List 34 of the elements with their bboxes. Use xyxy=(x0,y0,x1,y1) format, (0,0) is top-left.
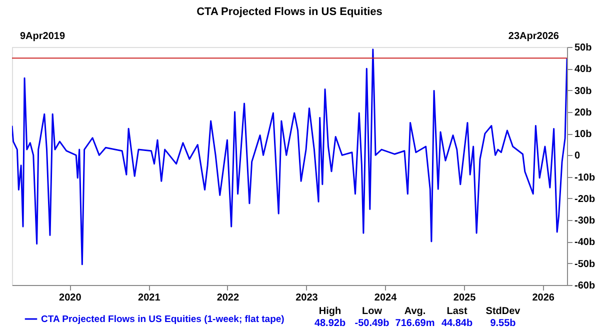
y-tick-label: 10b xyxy=(574,129,592,140)
y-tick-label: 20b xyxy=(574,107,592,118)
y-tick-label: -10b xyxy=(574,172,596,184)
x-tick-label: 2025 xyxy=(453,292,476,304)
y-tick-label: -50b xyxy=(574,258,596,270)
y-tick-label: -60b xyxy=(574,280,596,292)
text: 716.69m xyxy=(395,318,435,329)
text: 9Apr2019 xyxy=(20,31,66,42)
chart-title: CTA Projected Flows in US Equities xyxy=(196,6,382,18)
text: StdDev xyxy=(486,306,521,317)
text: 48.92b xyxy=(314,318,346,329)
text: Last xyxy=(446,306,468,317)
text: -50.49b xyxy=(354,318,390,329)
legend-label: CTA Projected Flows in US Equities (1-week; flat tape) xyxy=(41,314,284,325)
x-tick-label: 2020 xyxy=(59,292,82,304)
x-tick-label: 2024 xyxy=(374,292,398,304)
text: High xyxy=(318,306,342,317)
text: 9.55b xyxy=(490,318,516,329)
y-tick-label: -30b xyxy=(574,216,596,227)
y-tick-label: 50b xyxy=(574,42,592,54)
y-tick-label: -40b xyxy=(574,237,596,248)
x-tick-label: 2022 xyxy=(216,292,240,304)
text: 23Apr2026 xyxy=(508,31,560,42)
y-tick-label: -20b xyxy=(574,194,596,205)
y-tick-label: 40b xyxy=(574,64,592,76)
y-tick-label: 30b xyxy=(574,86,592,97)
text: Avg. xyxy=(404,306,426,317)
x-tick-label: 2026 xyxy=(532,292,555,304)
text: 44.84b xyxy=(441,318,473,329)
y-tick-label: 0 xyxy=(574,150,580,162)
x-tick-label: 2021 xyxy=(138,292,161,304)
x-tick-label: 2023 xyxy=(296,292,318,304)
line-series xyxy=(12,48,567,266)
text: Low xyxy=(362,306,382,317)
